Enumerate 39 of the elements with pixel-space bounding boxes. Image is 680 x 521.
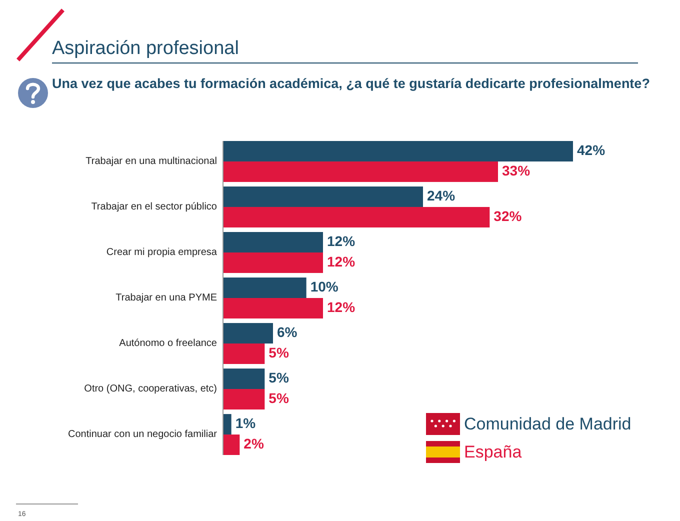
bar [223,161,498,182]
y-tick-label: Continuar con un negocio familiar [68,429,218,440]
bar [223,298,323,318]
bar [223,368,265,390]
chart-subtitle: Una vez que acabes tu formación académica, ¿a qué te gustaría dedicarte profesionalmente? [52,75,651,93]
y-tick-label: Trabajar en una multinacional [86,156,217,168]
data-label: 1% [235,414,256,431]
data-label: 5% [268,390,290,406]
bar [223,278,306,298]
bar [223,206,490,228]
data-label: 10% [310,278,339,294]
data-label: 42% [577,142,606,158]
data-label: 33% [502,162,531,178]
bar [223,434,240,455]
data-label: 12% [327,298,356,315]
text: Comunidad de Madrid [464,414,632,434]
bar [223,414,232,435]
bar [223,252,323,273]
y-tick-label: Autónomo o freelance [119,338,218,350]
bar [223,232,323,252]
data-label: 5% [268,369,290,386]
data-label: 2% [244,435,264,452]
y-tick-label: Otro (ONG, cooperativas, etc) [84,384,217,395]
data-label: 6% [277,324,298,340]
data-label: 12% [327,253,356,270]
data-label: 12% [327,232,356,249]
bar [223,141,573,162]
y-tick-label: Trabajar en el sector público [91,202,218,213]
data-label: 24% [427,187,456,204]
bar [223,186,423,207]
chart-title: Aspiración profesional [52,38,239,59]
bar [223,344,265,364]
bar [223,323,273,344]
y-tick-label: Trabajar en una PYME [116,292,218,304]
text: España [464,442,522,462]
data-label: 5% [268,344,290,360]
y-tick-label: Crear mi propia empresa [106,247,218,258]
bar [223,389,265,410]
data-label: 32% [494,208,522,224]
